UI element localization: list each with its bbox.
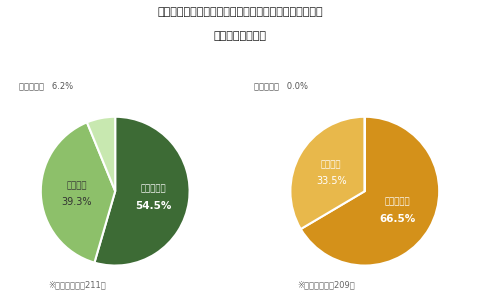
Wedge shape [41, 122, 115, 262]
Text: 54.5%: 54.5% [135, 200, 172, 211]
Text: 縮小させる   6.2%: 縮小させる 6.2% [19, 81, 73, 90]
Text: 増加させる: 増加させる [141, 185, 166, 194]
Text: 増加させる: 増加させる [384, 198, 410, 207]
Text: 研究開発投資: 研究開発投資 [341, 59, 384, 73]
Text: 【図表２】企業の国内設備投資・研究開発投資の見通し: 【図表２】企業の国内設備投資・研究開発投資の見通し [157, 8, 323, 17]
Wedge shape [290, 117, 365, 229]
Text: ※回答企業数：211社: ※回答企業数：211社 [48, 280, 106, 290]
Wedge shape [87, 117, 115, 191]
Text: 縮小させる   0.0%: 縮小させる 0.0% [254, 81, 308, 90]
Wedge shape [95, 117, 190, 266]
Text: ※回答企業数：209社: ※回答企業数：209社 [298, 280, 355, 290]
Text: （今後５年程度）: （今後５年程度） [214, 32, 266, 41]
Text: 66.5%: 66.5% [379, 214, 415, 224]
Text: 39.3%: 39.3% [61, 197, 92, 207]
Text: 33.5%: 33.5% [316, 176, 347, 186]
Text: 維持する: 維持する [321, 160, 341, 169]
Text: 国内設備投資: 国内設備投資 [92, 59, 134, 73]
Wedge shape [301, 117, 439, 266]
Text: 維持する: 維持する [66, 181, 87, 190]
